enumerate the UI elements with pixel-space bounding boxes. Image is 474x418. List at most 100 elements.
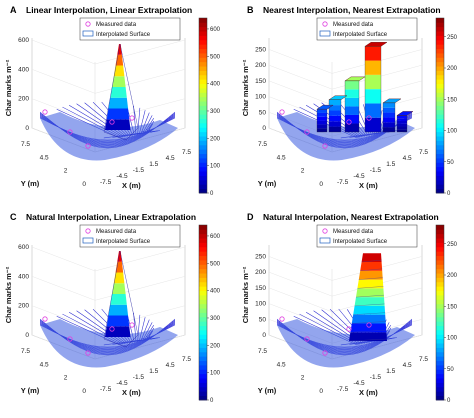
legend-label-surface: Interpolated Surface [333, 239, 388, 245]
x-tick-label: 1.5 [149, 161, 158, 168]
spike-segment [110, 87, 127, 98]
colorbar-segment [199, 149, 207, 154]
measured-data-marker [130, 323, 134, 327]
y-tick-label: 2 [64, 375, 68, 382]
colorbar-segment [199, 282, 207, 287]
colorbar-segment [199, 171, 207, 176]
measured-data-marker [280, 110, 284, 114]
colorbar-tick-label: 100 [210, 164, 221, 170]
colorbar-segment [436, 145, 444, 150]
colorbar-tick-label: 500 [210, 54, 221, 60]
block-segment [383, 127, 395, 132]
z-gridline [269, 256, 332, 280]
x-tick-label: 4.5 [403, 155, 412, 162]
colorbar-segment [199, 158, 207, 163]
colorbar-segment [199, 234, 207, 239]
y-tick-label: 0 [82, 181, 86, 188]
block-segment [383, 113, 395, 118]
x-tick-label: 7.5 [182, 149, 191, 156]
colorbar-segment [436, 127, 444, 132]
ridge-segment [350, 323, 386, 332]
y-axis-label: Y (m) [258, 386, 277, 395]
z-axis-label: Char marks m⁻² [241, 59, 250, 116]
block-segment [365, 103, 381, 117]
legend-label-surface: Interpolated Surface [333, 32, 388, 38]
ridge-segment [356, 288, 384, 297]
block-top [365, 42, 387, 46]
z-axis-label: Char marks m⁻² [4, 266, 13, 323]
legend-label-measured: Measured data [96, 22, 137, 28]
colorbar-tick-label: 400 [210, 82, 221, 88]
panel-letter: B [247, 5, 254, 15]
block-segment [345, 123, 359, 132]
colorbar-segment [199, 348, 207, 353]
z-tick-label: 150 [255, 78, 266, 85]
colorbar-tick-label: 500 [210, 261, 221, 267]
colorbar-segment [199, 264, 207, 269]
z-gridline [269, 288, 332, 312]
colorbar-segment [436, 374, 444, 379]
colorbar-tick-label: 300 [210, 316, 221, 322]
interpolated-surface [40, 44, 178, 160]
block-segment [317, 109, 327, 113]
colorbar-segment [436, 339, 444, 344]
block-segment [329, 127, 341, 132]
colorbar-segment [199, 334, 207, 339]
colorbar-segment [436, 225, 444, 230]
x-tick-label: -7.5 [100, 386, 112, 393]
panel-letter: C [10, 212, 17, 222]
colorbar-segment [199, 247, 207, 252]
colorbar-segment [436, 141, 444, 146]
block-top [383, 99, 401, 103]
measured-data-marker [130, 116, 134, 120]
y-axis-label: Y (m) [21, 386, 40, 395]
legend-label-measured: Measured data [333, 229, 374, 235]
spike-segment [110, 294, 127, 305]
z-tick-label: 150 [255, 285, 266, 292]
z-gridline [95, 40, 185, 64]
z-gridline [269, 81, 332, 105]
colorbar-segment [199, 286, 207, 291]
y-tick-label: 0 [319, 388, 323, 395]
colorbar-segment [199, 343, 207, 348]
z-tick-label: 200 [18, 96, 29, 103]
measured-data-marker [280, 317, 284, 321]
colorbar-segment [436, 291, 444, 296]
colorbar-segment [436, 132, 444, 137]
ridge-segment [360, 262, 382, 271]
colorbar-segment [199, 40, 207, 45]
colorbar-segment [436, 369, 444, 374]
colorbar-segment [199, 238, 207, 243]
y-tick-label: 0 [319, 181, 323, 188]
ridge-segment [359, 271, 383, 280]
block-segment [345, 81, 359, 90]
colorbar-tick-label: 100 [447, 129, 458, 135]
z-gridline [32, 40, 95, 64]
block-segment [317, 124, 327, 128]
block-segment [397, 126, 407, 129]
colorbar-segment [436, 273, 444, 278]
ridge-segment [355, 297, 385, 306]
panel-title: Natural Interpolation, Linear Extrapolat… [26, 212, 196, 222]
measured-data-marker [43, 110, 47, 114]
interpolated-surface [277, 253, 415, 367]
ridge-segment [353, 306, 385, 315]
z-tick-label: 600 [18, 37, 29, 44]
z-tick-label: 50 [259, 316, 267, 323]
colorbar-segment [199, 53, 207, 58]
colorbar-segment [436, 180, 444, 185]
colorbar-segment [199, 361, 207, 366]
colorbar-segment [436, 391, 444, 396]
legend-label-surface: Interpolated Surface [96, 32, 151, 38]
x-tick-label: -4.5 [116, 380, 128, 387]
z-tick-label: 100 [255, 94, 266, 101]
colorbar-segment [436, 62, 444, 67]
colorbar-segment [199, 356, 207, 361]
x-tick-label: 4.5 [166, 155, 175, 162]
